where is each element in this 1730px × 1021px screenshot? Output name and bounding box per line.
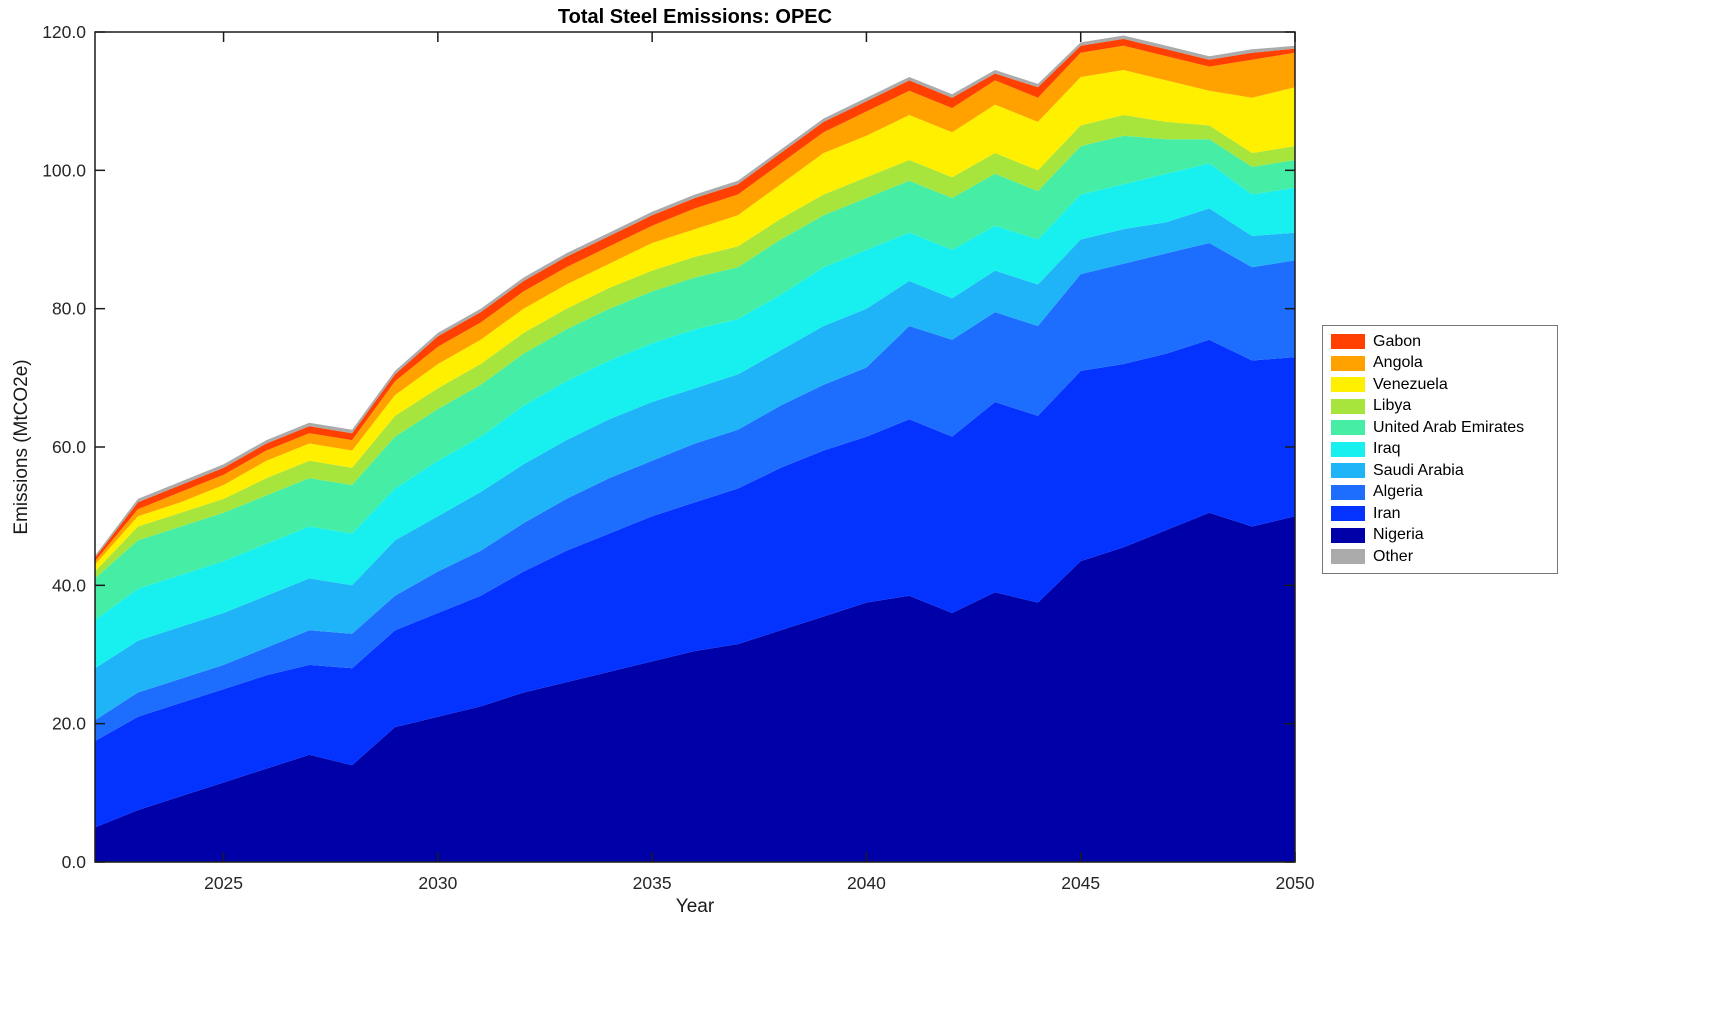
legend-swatch-iran bbox=[1331, 506, 1365, 522]
legend-swatch-venezuela bbox=[1331, 377, 1365, 393]
legend-swatch-saudi-arabia bbox=[1331, 463, 1365, 479]
area-iran bbox=[95, 339, 1295, 828]
legend-label: Gabon bbox=[1373, 332, 1422, 350]
legend-item-gabon: Gabon bbox=[1323, 331, 1557, 353]
x-axis-label: Year bbox=[675, 896, 715, 917]
legend-item-united-arab-emirates: United Arab Emirates bbox=[1323, 417, 1557, 439]
legend-item-algeria: Algeria bbox=[1323, 482, 1557, 504]
chart-title: Total Steel Emissions: OPEC bbox=[557, 6, 833, 28]
legend-swatch-iraq bbox=[1331, 441, 1365, 457]
x-tick-label: 2030 bbox=[418, 873, 457, 893]
legend-item-angola: Angola bbox=[1323, 353, 1557, 375]
legend-label: Algeria bbox=[1373, 483, 1423, 501]
legend-label: Saudi Arabia bbox=[1373, 461, 1464, 479]
y-tick-label: 40.0 bbox=[52, 575, 86, 595]
legend-swatch-angola bbox=[1331, 355, 1365, 371]
x-tick-label: 2040 bbox=[847, 873, 886, 893]
y-tick-label: 20.0 bbox=[52, 714, 86, 734]
legend-item-saudi-arabia: Saudi Arabia bbox=[1323, 460, 1557, 482]
y-tick-label: 80.0 bbox=[52, 299, 86, 319]
y-tick-label: 60.0 bbox=[52, 437, 86, 457]
x-tick-label: 2025 bbox=[204, 873, 243, 893]
legend-swatch-other bbox=[1331, 549, 1365, 565]
legend-label: Venezuela bbox=[1373, 375, 1448, 393]
legend-item-nigeria: Nigeria bbox=[1323, 525, 1557, 547]
x-tick-label: 2035 bbox=[633, 873, 672, 893]
legend-label: Nigeria bbox=[1373, 526, 1424, 544]
area-venezuela bbox=[95, 70, 1295, 572]
legend-swatch-libya bbox=[1331, 398, 1365, 414]
area-iraq bbox=[95, 163, 1295, 669]
legend-label: United Arab Emirates bbox=[1373, 418, 1525, 436]
y-tick-label: 120.0 bbox=[42, 22, 86, 42]
legend-label: Libya bbox=[1373, 397, 1412, 415]
legend-item-libya: Libya bbox=[1323, 396, 1557, 418]
legend: Gabon Angola Venezuela Libya United Arab Emi… bbox=[1322, 325, 1558, 574]
y-tick-label: 100.0 bbox=[42, 160, 86, 180]
legend-swatch-algeria bbox=[1331, 484, 1365, 500]
legend-swatch-gabon bbox=[1331, 334, 1365, 350]
legend-swatch-nigeria bbox=[1331, 527, 1365, 543]
area-nigeria bbox=[95, 512, 1295, 862]
legend-label: Iraq bbox=[1373, 440, 1401, 458]
legend-item-iraq: Iraq bbox=[1323, 439, 1557, 461]
legend-item-iran: Iran bbox=[1323, 503, 1557, 525]
legend-item-other: Other bbox=[1323, 546, 1557, 568]
area-algeria bbox=[95, 243, 1295, 741]
x-tick-label: 2045 bbox=[1061, 873, 1100, 893]
legend-label: Other bbox=[1373, 547, 1414, 565]
y-tick-label: 0.0 bbox=[62, 852, 87, 872]
legend-label: Iran bbox=[1373, 504, 1401, 522]
area-saudi-arabia bbox=[95, 208, 1295, 721]
legend-swatch-united-arab-emirates bbox=[1331, 420, 1365, 436]
legend-item-venezuela: Venezuela bbox=[1323, 374, 1557, 396]
x-tick-label: 2050 bbox=[1276, 873, 1315, 893]
legend-label: Angola bbox=[1373, 354, 1423, 372]
